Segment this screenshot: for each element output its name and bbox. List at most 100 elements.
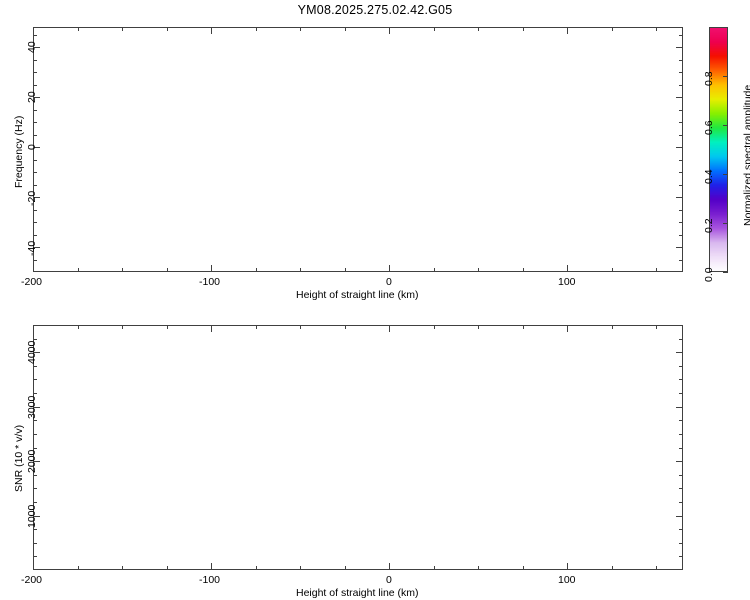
axis-tick: [679, 85, 683, 86]
axis-tick: [33, 110, 37, 111]
axis-tick: [723, 125, 728, 127]
axis-tick: [211, 27, 213, 34]
axis-tick: [300, 27, 301, 31]
x-tick-label: -100: [199, 574, 221, 586]
axis-tick: [33, 135, 37, 136]
axis-tick: [679, 434, 683, 435]
snr-x-axis-label: Height of straight line (km): [296, 587, 419, 599]
y-tick-label: 3000: [26, 395, 38, 419]
axis-tick: [679, 379, 683, 380]
y-tick-label: 4000: [26, 340, 38, 364]
axis-tick: [256, 268, 257, 272]
axis-tick: [33, 60, 37, 61]
axis-tick: [33, 185, 37, 186]
axis-tick: [122, 325, 123, 329]
axis-tick: [33, 27, 35, 34]
axis-tick: [679, 60, 683, 61]
axis-tick: [676, 147, 683, 149]
axis-tick: [679, 185, 683, 186]
axis-tick: [434, 268, 435, 272]
axis-tick: [211, 325, 213, 332]
axis-tick: [567, 325, 569, 332]
axis-tick: [679, 210, 683, 211]
axis-tick: [676, 247, 683, 249]
axis-tick: [523, 27, 524, 31]
axis-tick: [33, 325, 35, 332]
x-tick-label: -200: [21, 574, 43, 586]
axis-tick: [33, 210, 37, 211]
colorbar-gradient: [709, 27, 728, 272]
axis-tick: [33, 556, 37, 557]
axis-tick: [33, 85, 37, 86]
axis-tick: [345, 325, 346, 329]
axis-tick: [33, 475, 37, 476]
axis-tick: [612, 27, 613, 31]
axis-tick: [676, 407, 683, 409]
colorbar-label: Normalized spectral amplitude: [742, 84, 750, 226]
axis-tick: [167, 566, 168, 570]
axis-tick: [300, 566, 301, 570]
axis-tick: [345, 27, 346, 31]
colorbar-frame: [709, 27, 728, 272]
axis-tick: [256, 566, 257, 570]
x-tick-label: 0: [386, 276, 392, 288]
y-tick-label: 20: [26, 91, 38, 103]
axis-tick: [478, 268, 479, 272]
axis-tick: [679, 420, 683, 421]
axis-tick: [656, 566, 657, 570]
axis-tick: [33, 516, 40, 518]
x-tick-label: -100: [199, 276, 221, 288]
snr-panel: [33, 325, 683, 570]
axis-tick: [676, 47, 683, 49]
axis-tick: [679, 475, 683, 476]
colorbar-tick-label: 0.4: [703, 168, 715, 184]
axis-tick: [676, 97, 683, 99]
axis-tick: [679, 502, 683, 503]
axis-tick: [679, 339, 683, 340]
axis-tick: [679, 393, 683, 394]
axis-tick: [478, 325, 479, 329]
axis-tick: [33, 222, 37, 223]
axis-tick: [679, 72, 683, 73]
axis-tick: [33, 97, 40, 99]
axis-tick: [33, 543, 37, 544]
axis-tick: [122, 566, 123, 570]
y-tick-label: 40: [26, 41, 38, 53]
axis-tick: [78, 27, 79, 31]
axis-tick: [167, 268, 168, 272]
y-tick-label: -40: [26, 240, 38, 256]
axis-tick: [33, 172, 37, 173]
axis-tick: [676, 352, 683, 354]
axis-tick: [33, 563, 35, 570]
axis-tick: [679, 110, 683, 111]
axis-tick: [612, 566, 613, 570]
y-tick-label: 0: [26, 144, 38, 150]
spectrogram-axes-frame: [33, 27, 683, 272]
x-tick-label: 0: [386, 574, 392, 586]
axis-tick: [33, 420, 37, 421]
axis-tick: [676, 516, 683, 518]
axis-tick: [567, 265, 569, 272]
axis-tick: [523, 325, 524, 329]
axis-tick: [33, 393, 37, 394]
axis-tick: [478, 27, 479, 31]
axis-tick: [389, 27, 391, 34]
axis-tick: [679, 160, 683, 161]
axis-tick: [723, 272, 728, 274]
axis-tick: [679, 235, 683, 236]
axis-tick: [33, 434, 37, 435]
axis-tick: [33, 339, 37, 340]
axis-tick: [33, 502, 37, 503]
axis-tick: [33, 160, 37, 161]
axis-tick: [567, 563, 569, 570]
axis-tick: [33, 72, 37, 73]
axis-tick: [33, 47, 40, 49]
y-tick-label: 2000: [26, 449, 38, 473]
x-tick-label: -200: [21, 276, 43, 288]
axis-tick: [345, 566, 346, 570]
axis-tick: [389, 325, 391, 332]
axis-tick: [33, 407, 40, 409]
axis-tick: [389, 563, 391, 570]
axis-tick: [300, 268, 301, 272]
